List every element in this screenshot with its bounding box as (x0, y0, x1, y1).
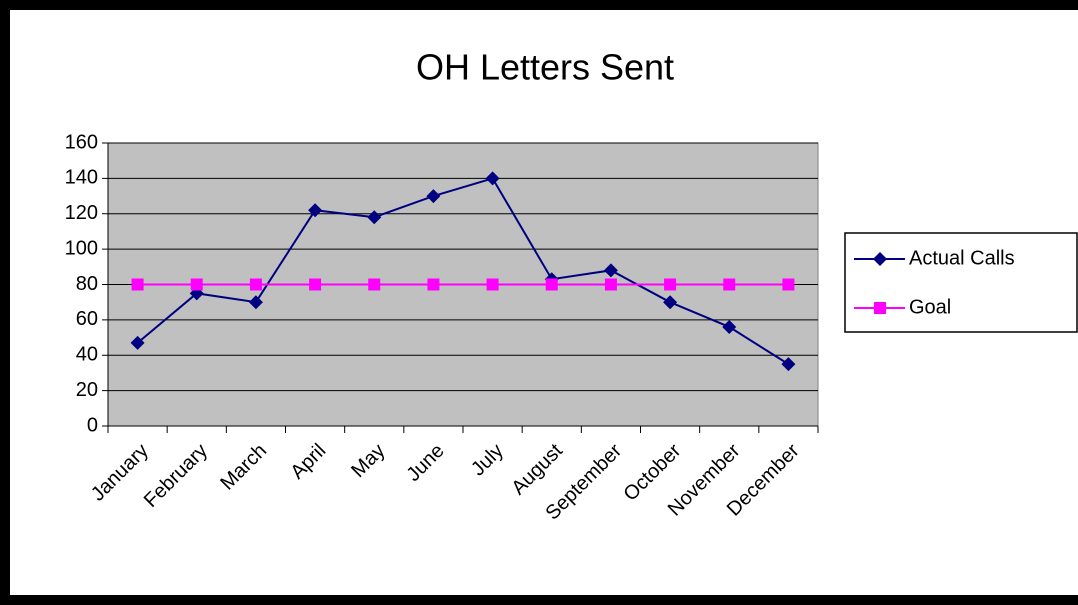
y-tick-label: 0 (87, 414, 98, 436)
legend-marker (873, 252, 887, 266)
data-point (664, 278, 677, 291)
y-tick-label: 160 (65, 131, 98, 153)
data-point (545, 278, 558, 291)
y-tick-label: 40 (76, 344, 98, 366)
legend-box (844, 232, 1078, 333)
data-point (190, 278, 203, 291)
series-line (136, 177, 789, 365)
data-point (603, 263, 618, 278)
data-point (723, 278, 736, 291)
data-point (604, 278, 617, 291)
y-tick-label: 120 (65, 202, 98, 224)
y-tick-label: 100 (65, 237, 98, 259)
y-tick-label: 60 (76, 308, 98, 330)
data-point (782, 278, 795, 291)
y-tick-label: 20 (76, 379, 98, 401)
data-point (368, 278, 381, 291)
data-point (427, 278, 440, 291)
data-point (781, 357, 796, 372)
chart-title: OH Letters Sent (416, 47, 674, 88)
y-tick-label: 80 (76, 273, 98, 295)
data-point (309, 278, 322, 291)
data-point (249, 278, 262, 291)
data-point (426, 189, 441, 204)
data-point (485, 171, 500, 186)
data-point (131, 278, 144, 291)
legend-label: Goal (909, 296, 951, 318)
data-point (248, 295, 263, 310)
data-point (663, 295, 678, 310)
data-point (308, 203, 323, 218)
data-point (486, 278, 499, 291)
data-point (130, 335, 145, 350)
legend-label: Actual Calls (909, 247, 1015, 269)
legend-marker (874, 302, 886, 314)
data-point (367, 210, 382, 225)
data-point (722, 319, 737, 334)
y-tick-label: 140 (65, 167, 98, 189)
